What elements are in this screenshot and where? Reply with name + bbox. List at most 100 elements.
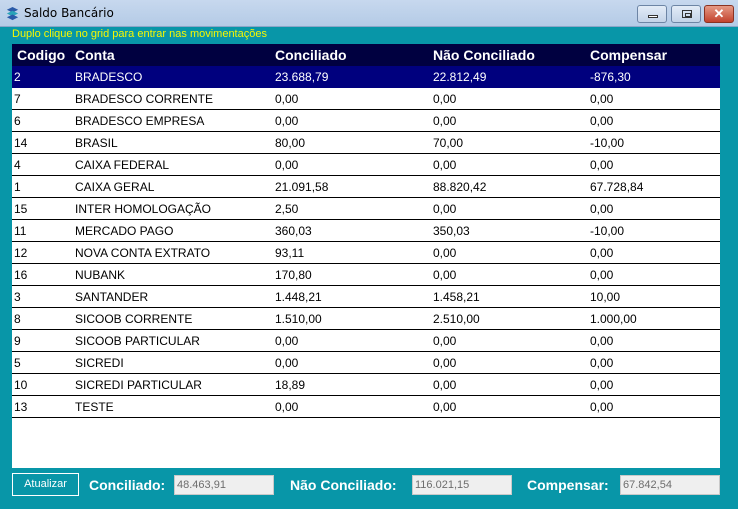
table-row[interactable]: 2 BRADESCO 23.688,79 22.812,49 -876,30 xyxy=(12,66,720,88)
column-header-nao-conciliado[interactable]: Não Conciliado xyxy=(433,47,535,63)
cell-compensar: 0,00 xyxy=(590,157,614,172)
cell-nao-conciliado: 0,00 xyxy=(433,113,457,128)
cell-conciliado: 23.688,79 xyxy=(275,70,329,84)
cell-codigo: 14 xyxy=(14,135,28,150)
cell-nao-conciliado: 2.510,00 xyxy=(433,311,480,326)
cell-compensar: 0,00 xyxy=(590,399,614,414)
maximize-button[interactable] xyxy=(671,5,701,23)
grid-header: Codigo Conta Conciliado Não Conciliado C… xyxy=(12,44,720,66)
conciliado-total-field[interactable]: 48.463,91 xyxy=(174,475,274,495)
cell-conciliado: 2,50 xyxy=(275,201,299,216)
cell-compensar: 1.000,00 xyxy=(590,311,637,326)
cell-conta: MERCADO PAGO xyxy=(75,223,174,238)
cell-compensar: 0,00 xyxy=(590,245,614,260)
table-row[interactable]: 8 SICOOB CORRENTE 1.510,00 2.510,00 1.000,00 xyxy=(12,308,720,330)
cell-conta: CAIXA FEDERAL xyxy=(75,157,170,172)
cell-compensar: -10,00 xyxy=(590,223,625,238)
cell-conciliado: 0,00 xyxy=(275,157,299,172)
cell-nao-conciliado: 0,00 xyxy=(433,91,457,106)
conciliado-label: Conciliado: xyxy=(89,477,166,493)
cell-codigo: 13 xyxy=(14,399,28,414)
cell-codigo: 1 xyxy=(14,179,21,194)
cell-conta: SANTANDER xyxy=(75,289,149,304)
table-row[interactable]: 15 INTER HOMOLOGAÇÃO 2,50 0,00 0,00 xyxy=(12,198,720,220)
cell-codigo: 7 xyxy=(14,91,21,106)
cell-codigo: 6 xyxy=(14,113,21,128)
cell-compensar: 0,00 xyxy=(590,377,614,392)
cell-codigo: 9 xyxy=(14,333,21,348)
cell-conciliado: 1.448,21 xyxy=(275,289,322,304)
cell-conta: SICOOB CORRENTE xyxy=(75,311,193,326)
cell-compensar: 0,00 xyxy=(590,113,614,128)
cell-conciliado: 1.510,00 xyxy=(275,311,322,326)
cell-nao-conciliado: 88.820,42 xyxy=(433,179,487,194)
cell-codigo: 10 xyxy=(14,377,28,392)
table-row[interactable]: 6 BRADESCO EMPRESA 0,00 0,00 0,00 xyxy=(12,110,720,132)
cell-compensar: 67.728,84 xyxy=(590,179,644,194)
cell-codigo: 4 xyxy=(14,157,21,172)
nao-conciliado-label: Não Conciliado: xyxy=(290,477,397,493)
cell-conciliado: 170,80 xyxy=(275,267,312,282)
cell-conta: INTER HOMOLOGAÇÃO xyxy=(75,201,212,216)
table-row[interactable]: 13 TESTE 0,00 0,00 0,00 xyxy=(12,396,720,418)
cell-compensar: 0,00 xyxy=(590,267,614,282)
table-row[interactable]: 4 CAIXA FEDERAL 0,00 0,00 0,00 xyxy=(12,154,720,176)
cell-conta: BRADESCO xyxy=(75,70,143,84)
cell-compensar: -10,00 xyxy=(590,135,625,150)
cell-codigo: 15 xyxy=(14,201,28,216)
cell-nao-conciliado: 70,00 xyxy=(433,135,464,150)
cell-compensar: 0,00 xyxy=(590,333,614,348)
cell-nao-conciliado: 0,00 xyxy=(433,333,457,348)
refresh-button[interactable]: Atualizar xyxy=(12,473,79,496)
cell-conciliado: 0,00 xyxy=(275,333,299,348)
cell-nao-conciliado: 1.458,21 xyxy=(433,289,480,304)
cell-conciliado: 80,00 xyxy=(275,135,306,150)
cell-codigo: 5 xyxy=(14,355,21,370)
cell-conta: NUBANK xyxy=(75,267,126,282)
cell-nao-conciliado: 0,00 xyxy=(433,157,457,172)
close-button[interactable]: ✕ xyxy=(704,5,734,23)
accounts-grid[interactable]: Codigo Conta Conciliado Não Conciliado C… xyxy=(12,44,720,468)
app-logo-icon xyxy=(6,6,19,21)
table-row[interactable]: 7 BRADESCO CORRENTE 0,00 0,00 0,00 xyxy=(12,88,720,110)
grid-hint: Duplo clique no grid para entrar nas mov… xyxy=(12,28,267,40)
footer-bar: Atualizar Conciliado: 48.463,91 Não Conc… xyxy=(0,473,738,497)
compensar-total-field[interactable]: 67.842,54 xyxy=(620,475,720,495)
cell-codigo: 11 xyxy=(14,223,27,238)
minimize-button[interactable] xyxy=(637,5,667,23)
cell-compensar: 0,00 xyxy=(590,201,614,216)
cell-conta: BRADESCO EMPRESA xyxy=(75,113,205,128)
cell-nao-conciliado: 0,00 xyxy=(433,377,457,392)
cell-conciliado: 93,11 xyxy=(275,245,305,260)
cell-conta: BRADESCO CORRENTE xyxy=(75,91,214,106)
column-header-codigo[interactable]: Codigo xyxy=(17,47,66,63)
table-row[interactable]: 12 NOVA CONTA EXTRATO 93,11 0,00 0,00 xyxy=(12,242,720,264)
cell-compensar: 0,00 xyxy=(590,355,614,370)
table-row[interactable]: 16 NUBANK 170,80 0,00 0,00 xyxy=(12,264,720,286)
grid-body: 2 BRADESCO 23.688,79 22.812,49 -876,30 7 BRADE… xyxy=(12,66,720,418)
table-row[interactable]: 1 CAIXA GERAL 21.091,58 88.820,42 67.728,84 xyxy=(12,176,720,198)
column-header-conciliado[interactable]: Conciliado xyxy=(275,47,347,63)
cell-conta: SICOOB PARTICULAR xyxy=(75,333,200,348)
cell-nao-conciliado: 350,03 xyxy=(433,223,470,238)
column-header-compensar[interactable]: Compensar xyxy=(590,47,668,63)
table-row[interactable]: 5 SICREDI 0,00 0,00 0,00 xyxy=(12,352,720,374)
cell-conciliado: 18,89 xyxy=(275,377,306,392)
cell-conta: NOVA CONTA EXTRATO xyxy=(75,245,211,260)
cell-compensar: -876,30 xyxy=(590,70,631,84)
column-header-conta[interactable]: Conta xyxy=(75,47,115,63)
cell-nao-conciliado: 0,00 xyxy=(433,201,457,216)
table-row[interactable]: 14 BRASIL 80,00 70,00 -10,00 xyxy=(12,132,720,154)
table-row[interactable]: 3 SANTANDER 1.448,21 1.458,21 10,00 xyxy=(12,286,720,308)
table-row[interactable]: 9 SICOOB PARTICULAR 0,00 0,00 0,00 xyxy=(12,330,720,352)
cell-codigo: 8 xyxy=(14,311,21,326)
nao-conciliado-total-field[interactable]: 116.021,15 xyxy=(412,475,512,495)
table-row[interactable]: 10 SICREDI PARTICULAR 18,89 0,00 0,00 xyxy=(12,374,720,396)
cell-conciliado: 0,00 xyxy=(275,113,299,128)
cell-conta: BRASIL xyxy=(75,135,118,150)
cell-conta: TESTE xyxy=(75,399,114,414)
title-bar[interactable]: Saldo Bancário ✕ xyxy=(0,0,738,27)
cell-nao-conciliado: 0,00 xyxy=(433,355,457,370)
table-row[interactable]: 11 MERCADO PAGO 360,03 350,03 -10,00 xyxy=(12,220,720,242)
cell-conta: CAIXA GERAL xyxy=(75,179,155,194)
